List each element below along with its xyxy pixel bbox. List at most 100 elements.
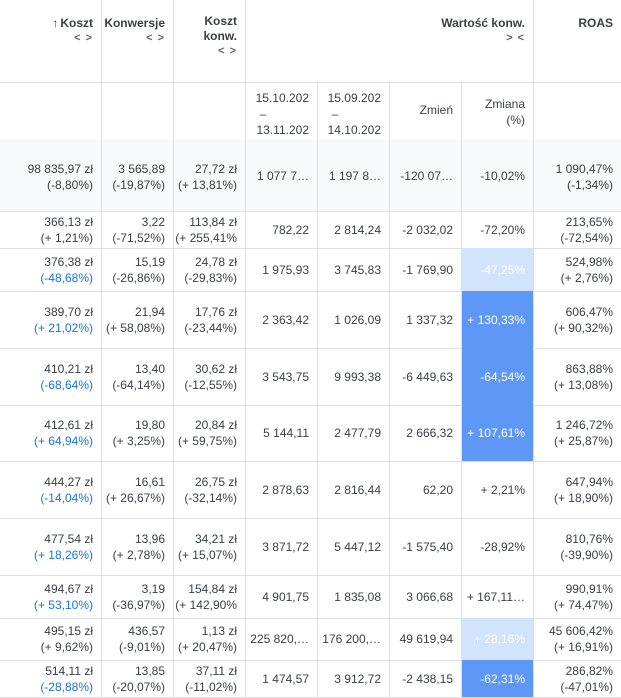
cell-delta: (+ 255,41%	[175, 231, 237, 245]
table-row[interactable]: 366,13 zł (+ 1,21%) 3,22 (-71,52%) 113,84 zł…	[0, 211, 621, 249]
expand-column-icon[interactable]: < >	[218, 45, 237, 57]
table-cell-cost: 410,21 zł (-68,64%)	[0, 348, 102, 405]
col-header-conv-value[interactable]: Wartość konw. > <	[246, 0, 534, 82]
table-cell-p1: 2 878,63	[246, 461, 318, 518]
cell-value: 494,67 zł	[44, 582, 93, 596]
table-cell-cpc: 26,75 zł (-32,14%)	[174, 461, 246, 518]
table-cell-chg: 3 066,68	[390, 575, 462, 618]
cell-delta: (+ 64,94%)	[33, 434, 93, 448]
table-row[interactable]: 376,38 zł (-48,68%) 15,19 (-26,86%) 24,78 zł…	[0, 248, 621, 292]
table-cell-cpc: 37,11 zł (-11,02%)	[174, 660, 246, 697]
cell-delta: (+ 58,08%)	[105, 321, 165, 335]
table-cell-p1: 2 363,42	[246, 291, 318, 348]
cell-value: 1 975,93	[262, 263, 309, 277]
sort-arrow-up-icon[interactable]: ↑	[52, 16, 59, 30]
cell-delta: (+ 142,90%	[175, 598, 237, 612]
table-cell-conv: 13,40 (-64,14%)	[102, 348, 174, 405]
cell-value: 1 026,09	[334, 313, 381, 327]
table-cell-p1: 3 871,72	[246, 518, 318, 575]
cell-value: -62,31%	[480, 672, 525, 686]
subheader-period-previous[interactable]: 15.09.202 – 14.10.202	[318, 82, 390, 139]
total-p2: 1 197 8…	[328, 169, 381, 183]
cell-delta: (+ 9,62%)	[40, 640, 93, 654]
table-cell-cost: 366,13 zł (+ 1,21%)	[0, 211, 102, 248]
table-cell-chg-pct: -28,92%	[462, 518, 534, 575]
table-cell-chg-pct: -72,20%	[462, 211, 534, 248]
table-row[interactable]: 412,61 zł (+ 64,94%) 19,80 (+ 3,25%) 20,84 z…	[0, 405, 621, 462]
table-row[interactable]: 494,67 zł (+ 53,10%) 3,19 (-36,97%) 154,84 z…	[0, 575, 621, 619]
subheader-period-current[interactable]: 15.10.202 – 13.11.202	[246, 82, 318, 139]
table-row[interactable]: 495,15 zł (+ 9,62%) 436,57 (-9,01%) 1,13 zł (…	[0, 618, 621, 661]
subheader-change[interactable]: Zmień	[390, 82, 462, 139]
cell-delta: (+ 90,32%)	[553, 321, 613, 335]
cell-value: 436,57	[128, 624, 165, 638]
col-header-roas[interactable]: ROAS	[534, 0, 621, 82]
table-cell-chg-pct: + 107,61%	[462, 405, 534, 461]
cell-value: 9 993,38	[334, 370, 381, 384]
total-cost: 98 835,97 zł	[27, 162, 93, 176]
table-cell-conv: 13,96 (+ 2,78%)	[102, 518, 174, 575]
cell-delta: (-48,68%)	[40, 271, 93, 285]
table-cell-roas: 810,76% (-39,90%)	[534, 518, 621, 575]
table-cell-roas: 213,65% (-72,54%)	[534, 211, 621, 248]
col-header-conversions[interactable]: Konwersje < >	[102, 0, 174, 82]
cell-delta: (-36,97%)	[112, 598, 165, 612]
cell-value: 2 878,63	[262, 483, 309, 497]
table-cell-conv: 21,94 (+ 58,08%)	[102, 291, 174, 348]
table-cell-p2: 3 912,72	[318, 660, 390, 697]
cell-value: 1,13 zł	[201, 624, 237, 638]
col-header-cost-per-conv-line1: Koszt	[204, 14, 237, 28]
table-row[interactable]: 410,21 zł (-68,64%) 13,40 (-64,14%) 30,62 zł…	[0, 348, 621, 406]
cell-delta: (-14,04%)	[40, 491, 93, 505]
cell-value: 366,13 zł	[44, 215, 93, 229]
cell-value: 2 816,44	[334, 483, 381, 497]
table-cell-conv: 15,19 (-26,86%)	[102, 248, 174, 291]
subheader-change-pct[interactable]: Zmiana (%)	[462, 82, 534, 139]
table-cell-cost: 514,11 zł (-28,88%)	[0, 660, 102, 697]
total-cost-delta: (-8,80%)	[46, 178, 93, 192]
cell-delta: (-47,01%)	[560, 680, 613, 694]
table-cell-cpc: 1,13 zł (+ 20,47%)	[174, 618, 246, 660]
table-row[interactable]: 477,54 zł (+ 18,26%) 13,96 (+ 2,78%) 34,21 z…	[0, 518, 621, 576]
cell-delta: (-20,07%)	[112, 680, 165, 694]
table-row[interactable]: 389,70 zł (+ 21,02%) 21,94 (+ 58,08%) 17,76 …	[0, 291, 621, 349]
table-cell-conv: 3,22 (-71,52%)	[102, 211, 174, 248]
table-cell-p1: 1 474,57	[246, 660, 318, 697]
table-row[interactable]: 514,11 zł (-28,88%) 13,85 (-20,07%) 37,11 zł…	[0, 660, 621, 698]
table-cell-chg: -2 438,15	[390, 660, 462, 697]
table-cell-cpc: 17,76 zł (-23,44%)	[174, 291, 246, 348]
total-conv: 3 565,89	[118, 162, 165, 176]
cell-value: 412,61 zł	[44, 418, 93, 432]
table-cell-chg-pct: -62,31%	[462, 660, 534, 697]
table-cell-chg-pct: + 28,16%	[462, 618, 534, 660]
col-header-cost[interactable]: ↑ Koszt < >	[0, 0, 102, 82]
cell-value: 647,94%	[565, 475, 613, 489]
table-cell-roas: 1 246,72% (+ 25,87%)	[534, 405, 621, 461]
cell-value: 286,82%	[565, 664, 613, 678]
cell-value: -72,20%	[480, 223, 525, 237]
cell-value: 606,47%	[565, 305, 613, 319]
table-row[interactable]: 444,27 zł (-14,04%) 16,61 (+ 26,67%) 26,75 z…	[0, 461, 621, 519]
expand-column-icon[interactable]: < >	[74, 32, 93, 44]
total-cpc: 27,72 zł	[194, 162, 237, 176]
col-header-conversions-label: Konwersje	[104, 16, 165, 30]
table-cell-cpc: 113,84 zł (+ 255,41%	[174, 211, 246, 248]
collapse-column-icon[interactable]: > <	[506, 32, 525, 44]
cell-delta: (+ 59,75%)	[177, 434, 237, 448]
cell-value: 37,11 zł	[195, 664, 237, 678]
total-p1-cell: 1 077 7…	[246, 139, 318, 211]
cell-value: 13,40	[134, 362, 165, 376]
cell-value: -28,92%	[480, 540, 525, 554]
cell-value: 782,22	[272, 223, 309, 237]
table-cell-conv: 3,19 (-36,97%)	[102, 575, 174, 618]
total-conv-cell: 3 565,89 (-19,87%)	[102, 139, 174, 211]
period-end: 13.11.202	[256, 123, 310, 137]
table-cell-chg: 2 666,32	[390, 405, 462, 461]
cell-delta: (+ 21,02%)	[33, 321, 93, 335]
cell-delta: (-71,52%)	[112, 231, 165, 245]
total-cost-cell: 98 835,97 zł (-8,80%)	[0, 139, 102, 211]
col-header-cost-per-conv[interactable]: Koszt konw. < >	[174, 0, 246, 82]
subheader-empty	[102, 82, 174, 139]
expand-column-icon[interactable]: < >	[146, 32, 165, 44]
subheader-row: 15.10.202 – 13.11.202 15.09.202 – 14.10.…	[0, 82, 621, 140]
